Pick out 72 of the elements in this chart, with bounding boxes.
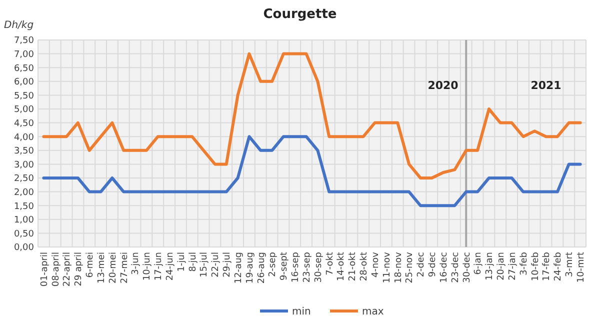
x-tick-label: 3-jun — [131, 252, 142, 275]
annotation: 2020 — [428, 79, 459, 92]
x-tick-label: 3-feb — [519, 252, 530, 276]
x-tick-label: 22-jul — [211, 252, 222, 278]
x-tick-label: 30-dec — [462, 252, 472, 283]
x-tick-label: 4-nov — [370, 251, 381, 278]
x-tick-label: 17-feb — [542, 252, 552, 282]
x-tick-label: 2-dec — [416, 252, 427, 278]
x-tick-label: 20-mei — [108, 252, 118, 284]
legend-label: max — [362, 306, 384, 318]
x-tick-label: 27-mei — [120, 252, 130, 284]
y-axis-title: Dh/kg — [4, 20, 34, 31]
x-tick-label: 15-jul — [200, 252, 210, 278]
x-tick-label: 25-nov — [405, 251, 416, 284]
x-tick-label: 6-mei — [86, 252, 96, 278]
x-tick-label: 29 april — [74, 252, 84, 286]
y-tick-label: 1,50 — [14, 202, 34, 212]
y-tick-label: 6,50 — [14, 64, 34, 74]
x-tick-label: 22-april — [62, 252, 73, 287]
y-tick-label: 7,00 — [14, 50, 34, 60]
y-tick-label: 3,50 — [14, 146, 34, 157]
annotation: 2021 — [530, 79, 562, 92]
x-tick-label: 18-nov — [394, 251, 404, 284]
legend-label: min — [292, 306, 311, 318]
y-tick-label: 7,50 — [14, 36, 34, 46]
x-tick-label: 19-aug — [245, 252, 256, 284]
y-tick-label: 2,00 — [14, 188, 34, 198]
y-tick-label: 3,00 — [14, 160, 34, 170]
x-tick-label: 13-jan — [485, 252, 496, 280]
x-tick-label: 21-okt — [348, 252, 358, 282]
y-tick-label: 2,50 — [14, 174, 34, 184]
x-tick-label: 23-dec — [450, 252, 461, 283]
x-tick-label: 7-okt — [325, 252, 336, 276]
y-tick-label: 6,00 — [14, 78, 34, 88]
chart-title: Courgette — [263, 7, 337, 22]
x-tick-label: 10-jun — [142, 252, 153, 281]
y-tick-label: 4,50 — [14, 118, 34, 129]
x-tick-label: 9-dec — [428, 252, 438, 278]
x-tick-label: 29-jul — [222, 252, 233, 278]
x-tick-label: 10-feb — [530, 252, 541, 282]
x-tick-label: 30-sep — [314, 252, 324, 283]
x-tick-label: 16-dec — [439, 252, 450, 283]
x-tick-label: 26-aug — [256, 252, 267, 284]
x-tick-label: 27-jan — [508, 252, 518, 280]
y-tick-label: 5,50 — [14, 91, 34, 102]
x-tick-label: 20-jan — [496, 252, 507, 280]
x-tick-label: 1-jul — [176, 252, 187, 272]
x-tick-label: 01-april — [40, 252, 50, 287]
y-tick-label: 5,00 — [14, 105, 34, 116]
y-tick-label: 1,00 — [14, 216, 34, 226]
line-series — [42, 52, 582, 180]
x-tick-label: 6-jan — [474, 252, 484, 275]
x-tick-label: 16-sep — [291, 252, 302, 283]
x-tick-label: 8-jul — [188, 252, 198, 272]
y-tick-label: 4,00 — [14, 132, 34, 143]
x-tick-label: 24-jun — [165, 252, 176, 281]
x-tick-label: 14-okt — [336, 252, 347, 282]
x-tick-label: 23-sep — [302, 252, 312, 283]
x-tick-label: 28-okt — [360, 252, 370, 282]
x-tick-label: 13-mei — [96, 252, 107, 284]
x-tick-label: 11-nov — [382, 251, 392, 284]
line-series — [42, 135, 582, 208]
x-tick-label: 3-mrt — [565, 252, 576, 277]
x-tick-label: 17-jun — [154, 252, 164, 281]
x-tick-label: 10-mrt — [576, 252, 586, 283]
y-tick-label: 0,00 — [14, 243, 34, 254]
x-tick-label: 24-feb — [554, 252, 564, 282]
y-tick-label: 0,50 — [14, 229, 34, 240]
x-tick-label: 9-sept — [280, 252, 290, 280]
x-tick-label: 08-april — [51, 252, 62, 287]
x-tick-label: 2-sep — [268, 252, 278, 277]
x-tick-label: 12-aug — [234, 252, 244, 284]
